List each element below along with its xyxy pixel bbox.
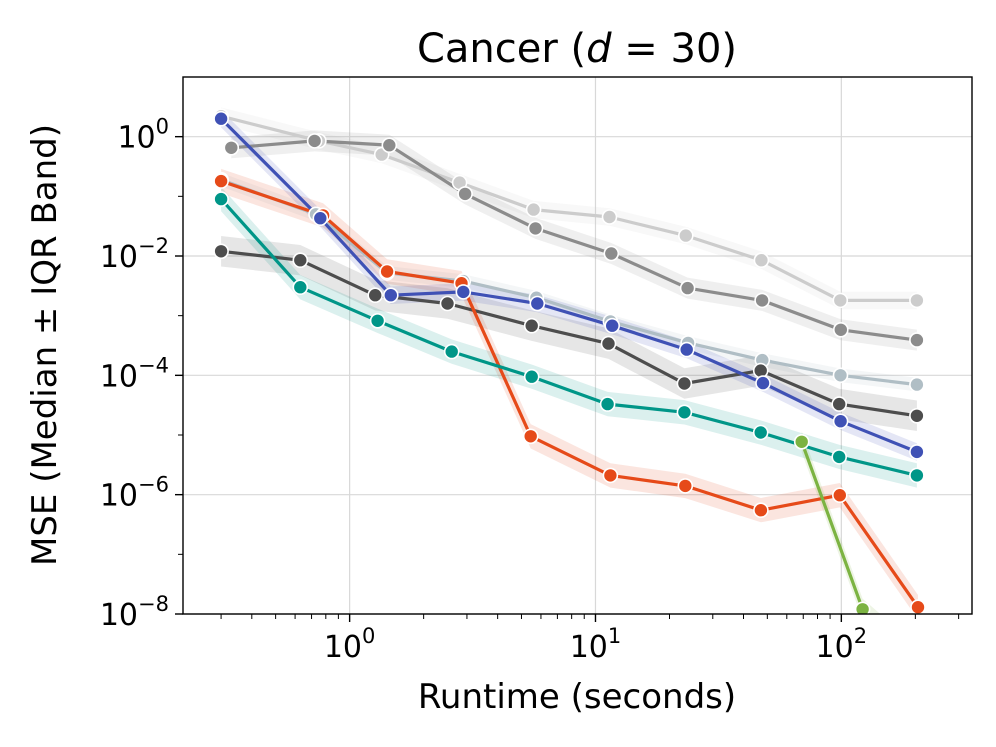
point-medium-gray xyxy=(754,292,770,309)
point-dark-gray xyxy=(367,287,384,304)
chart-title: Cancer (d = 30) xyxy=(417,26,737,72)
point-medium-gray xyxy=(527,220,544,237)
line-deep-orange xyxy=(219,179,920,609)
y-tick-label: 10−2 xyxy=(100,234,169,275)
point-dark-gray xyxy=(600,335,617,352)
point-dark-gray xyxy=(213,243,229,260)
point-deep-orange xyxy=(602,467,619,484)
point-deep-orange xyxy=(213,173,229,189)
y-axis-label: MSE (Median ± IQR Band) xyxy=(25,124,65,566)
point-indigo xyxy=(909,444,925,460)
point-medium-gray xyxy=(832,321,849,338)
y-tick-label: 100 xyxy=(117,115,169,156)
band-blue-gray xyxy=(221,172,917,392)
tick-labels: 100 101 102 100 10−2 10−4 10−6 10−8 xyxy=(100,115,867,665)
point-light-gray xyxy=(909,292,925,309)
point-indigo xyxy=(755,375,771,391)
point-medium-gray xyxy=(223,140,240,156)
point-indigo xyxy=(312,210,329,226)
point-teal xyxy=(292,279,309,296)
point-medium-gray xyxy=(909,332,925,348)
point-blue-gray xyxy=(909,376,925,393)
point-dark-gray xyxy=(523,317,540,334)
band-deep-orange xyxy=(221,168,918,614)
point-blue-gray xyxy=(832,367,849,384)
point-light-gray xyxy=(677,227,694,244)
point-medium-gray xyxy=(381,137,398,153)
point-teal xyxy=(676,404,693,421)
point-medium-gray xyxy=(603,245,620,262)
point-indigo xyxy=(604,317,621,334)
point-medium-gray xyxy=(679,280,696,296)
x-axis-label: Runtime (seconds) xyxy=(418,677,736,717)
point-teal xyxy=(523,368,540,385)
axis-ticks xyxy=(175,135,960,622)
point-teal xyxy=(599,396,616,412)
point-light-green xyxy=(793,433,810,450)
y-tick-label: 10−4 xyxy=(100,353,169,394)
point-light-gray xyxy=(525,201,542,218)
point-light-gray xyxy=(832,292,849,309)
point-indigo xyxy=(213,110,229,127)
line-medium-gray xyxy=(229,139,919,342)
x-tick-label: 101 xyxy=(570,624,622,665)
point-dark-gray xyxy=(909,407,925,424)
point-deep-orange xyxy=(522,428,539,445)
x-tick-label: 102 xyxy=(816,624,868,665)
point-light-green xyxy=(854,601,871,614)
point-dark-gray xyxy=(676,375,693,392)
point-indigo xyxy=(455,284,472,300)
point-indigo xyxy=(382,287,399,304)
y-tick-label: 10−8 xyxy=(100,592,169,633)
x-tick-label: 100 xyxy=(324,624,376,665)
point-dark-gray xyxy=(292,252,309,269)
point-dark-gray xyxy=(831,396,848,412)
point-deep-orange xyxy=(831,487,848,504)
line-dark-gray xyxy=(219,249,919,418)
point-indigo xyxy=(832,413,849,430)
point-deep-orange xyxy=(910,599,926,614)
line-light-gray xyxy=(219,114,919,302)
point-dark-gray xyxy=(752,362,769,379)
line-indigo xyxy=(219,117,919,454)
point-medium-gray xyxy=(306,133,323,149)
point-deep-orange xyxy=(753,502,769,519)
point-light-gray xyxy=(601,209,618,225)
point-deep-orange xyxy=(379,263,395,280)
point-deep-orange xyxy=(677,478,694,494)
plot-frame xyxy=(182,76,973,615)
point-teal xyxy=(443,343,460,360)
y-tick-label: 10−6 xyxy=(100,473,169,514)
point-dark-gray xyxy=(439,295,456,312)
point-teal xyxy=(752,424,769,441)
point-light-gray xyxy=(753,252,770,269)
series-points xyxy=(213,108,926,614)
point-teal xyxy=(213,191,229,207)
point-teal xyxy=(909,467,925,484)
point-medium-gray xyxy=(457,186,473,202)
point-teal xyxy=(831,449,848,465)
point-indigo xyxy=(678,341,695,358)
point-teal xyxy=(369,312,386,329)
line-blue-gray xyxy=(219,178,919,387)
point-indigo xyxy=(529,295,546,312)
